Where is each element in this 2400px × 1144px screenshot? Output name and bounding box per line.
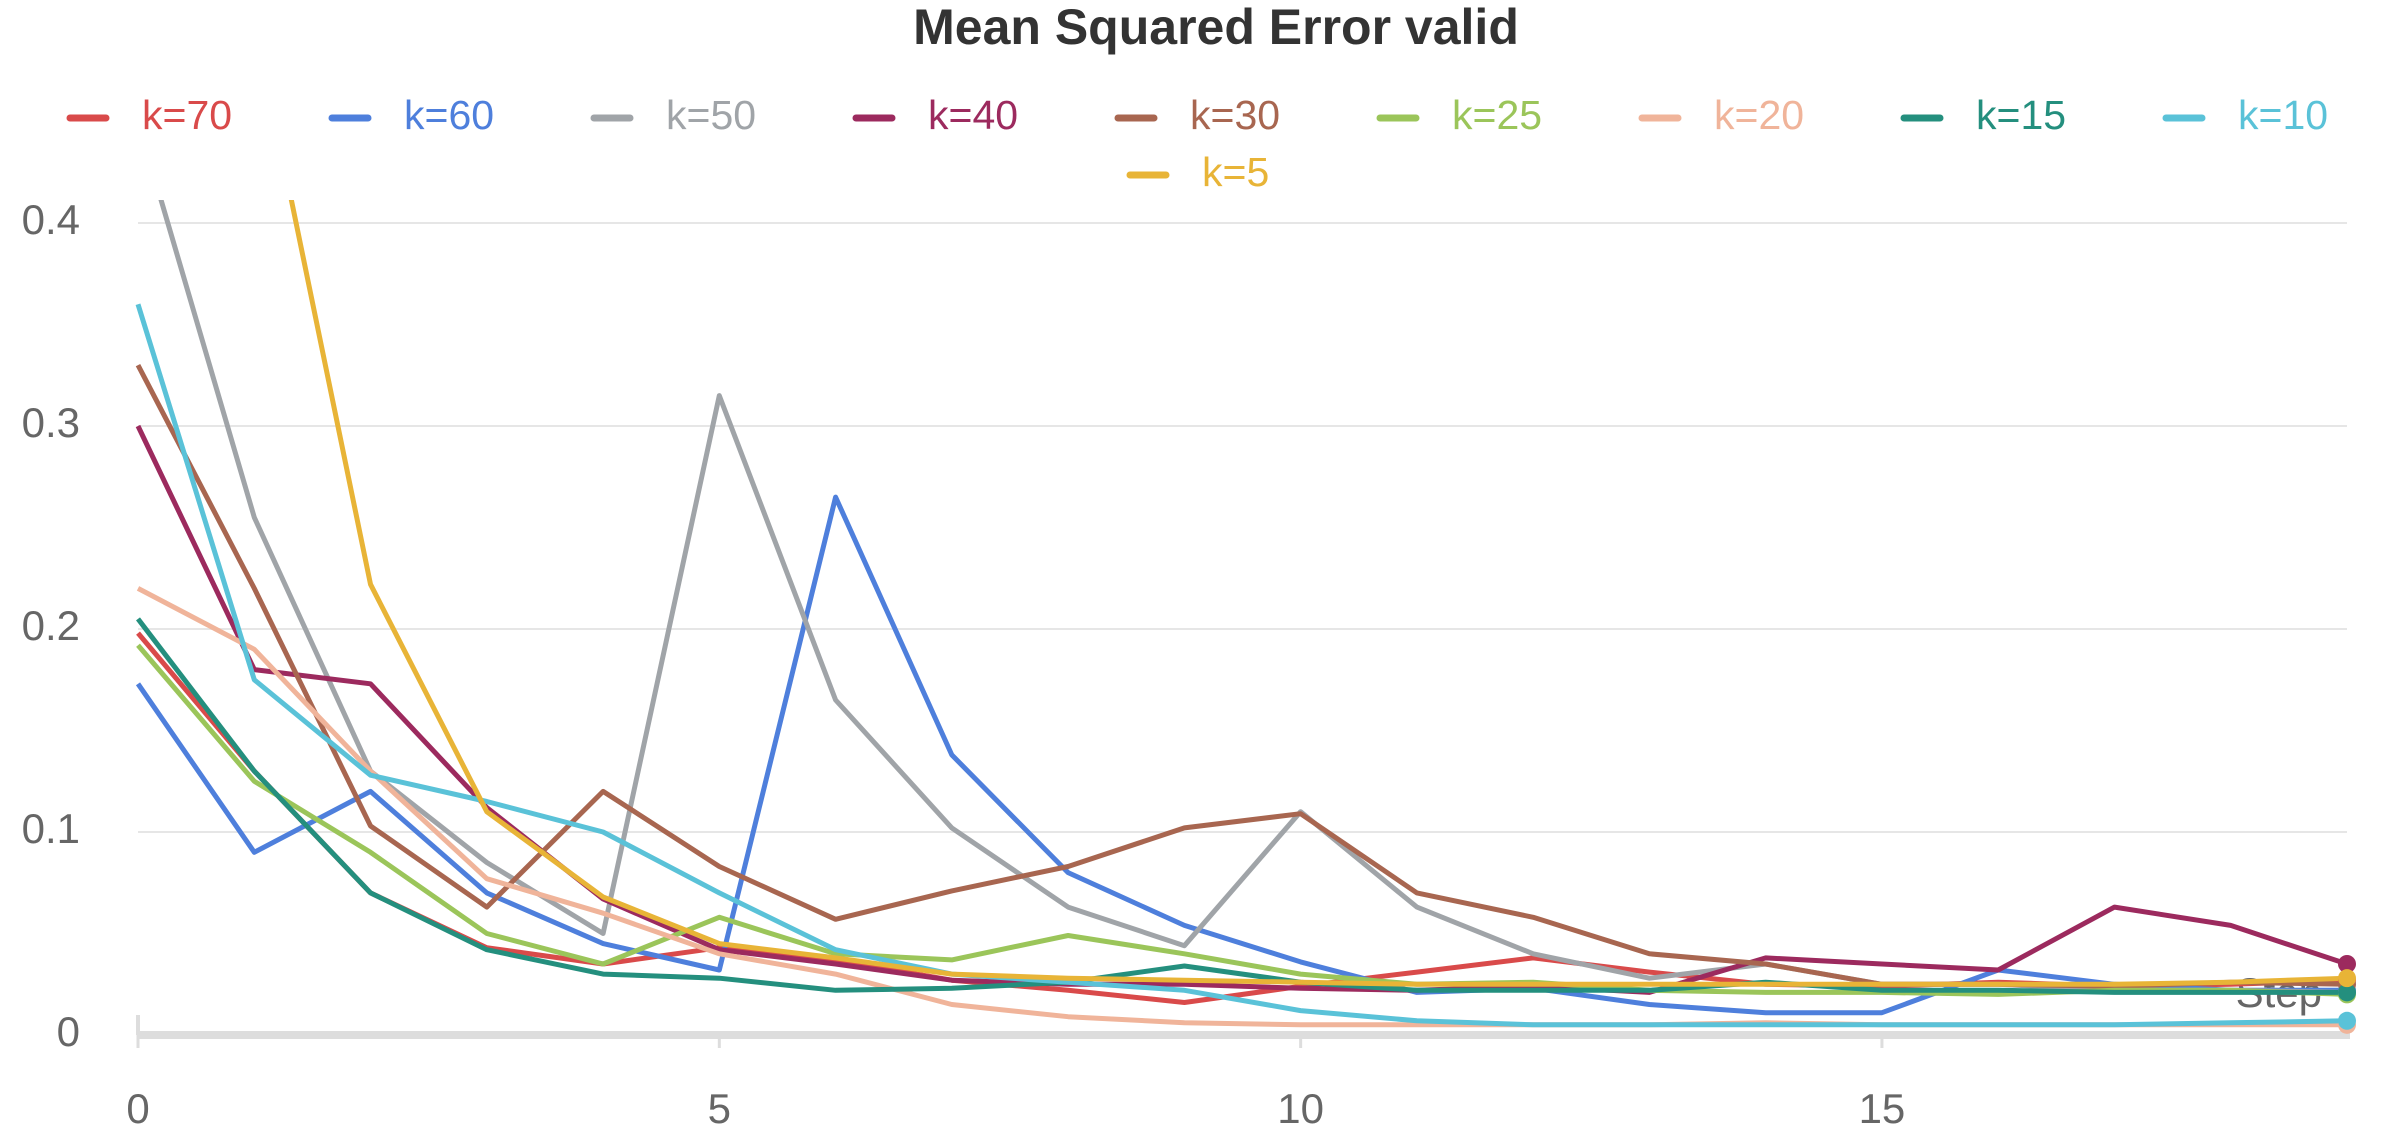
legend-label: k=70 [142,92,232,138]
plot-area [135,200,2348,1028]
line [288,200,2348,987]
legend-label: k=30 [1190,92,1280,138]
chart-title: Mean Squared Error valid [913,0,1519,55]
x-tick-label: 5 [708,1085,731,1132]
end-point [2338,1011,2356,1030]
legend-label: k=25 [1452,92,1542,138]
y-tick-label: 0.3 [22,399,80,446]
legend-label: k=20 [1714,92,1804,138]
legend-label: k=60 [404,92,494,138]
y-tick-label: 0.4 [22,196,80,243]
line [135,303,2348,1028]
y-tick-label: 0 [57,1008,80,1055]
y-tick-label: 0.2 [22,602,80,649]
line [136,631,2348,1005]
x-tick-label: 0 [126,1085,149,1132]
legend-label: k=50 [666,92,756,138]
line [136,617,2347,995]
legend-label: k=40 [928,92,1018,138]
end-point [2338,969,2356,988]
legend-label: k=15 [1976,92,2066,138]
x-tick-label: 15 [1859,1085,1906,1132]
line [135,494,2347,1016]
y-tick-label: 0.1 [22,805,80,852]
end-point [2338,954,2356,973]
legend-label: k=10 [2238,92,2328,138]
legend-label: k=5 [1202,149,1269,195]
line [135,424,2348,995]
line [136,643,2348,997]
end-point [2338,983,2356,1002]
x-tick-label: 10 [1277,1085,1324,1132]
line [135,363,2348,989]
